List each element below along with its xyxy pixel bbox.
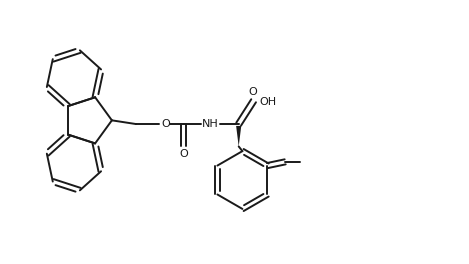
Text: O: O	[161, 119, 170, 129]
Text: O: O	[248, 87, 257, 97]
Text: NH: NH	[201, 119, 218, 129]
Text: OH: OH	[259, 97, 276, 107]
Text: O: O	[179, 149, 188, 159]
Polygon shape	[236, 126, 241, 147]
